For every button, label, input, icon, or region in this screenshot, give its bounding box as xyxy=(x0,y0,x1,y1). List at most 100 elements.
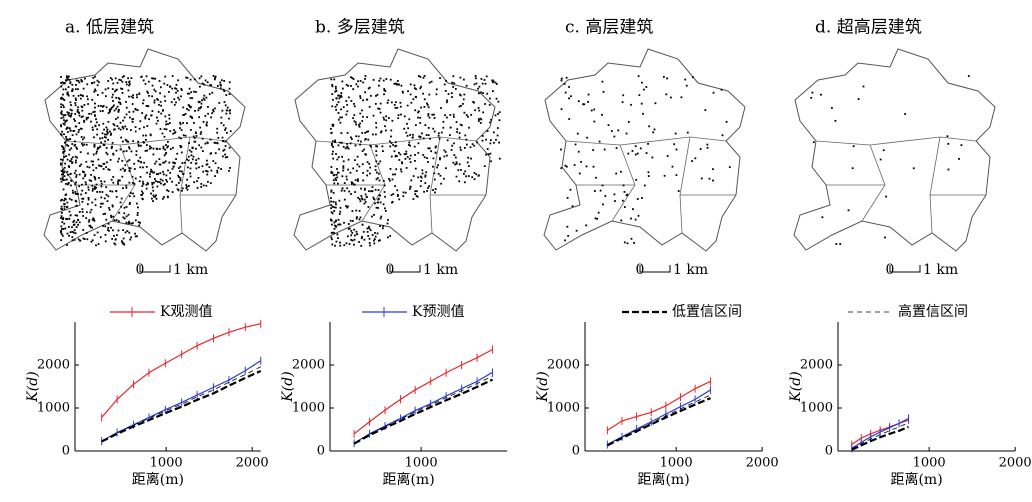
x-tick-label: 2000 xyxy=(999,456,1032,471)
map-dot xyxy=(330,238,333,241)
series-line xyxy=(101,370,262,443)
map-dot xyxy=(119,179,121,182)
map-dot xyxy=(75,125,78,128)
map-dot xyxy=(379,102,382,105)
map-dot xyxy=(382,179,385,182)
map-dot xyxy=(141,198,144,201)
map-dot xyxy=(364,91,366,94)
map-dot xyxy=(674,132,677,135)
map-dot xyxy=(90,180,93,182)
map-dot xyxy=(397,117,400,120)
map-dot xyxy=(201,165,204,168)
map-dot xyxy=(182,122,184,124)
map-dot xyxy=(222,124,225,127)
map-dot xyxy=(350,182,353,185)
map-dot xyxy=(146,125,149,127)
map-dot xyxy=(95,167,98,169)
map-dot xyxy=(390,194,393,197)
map-dot xyxy=(485,153,487,156)
map-dot xyxy=(343,182,346,184)
map-dot xyxy=(387,219,389,221)
map-dot xyxy=(66,218,69,220)
map-dot xyxy=(354,144,357,147)
map-dot xyxy=(62,148,65,150)
map-dot xyxy=(107,229,109,232)
map-dot xyxy=(346,110,349,113)
map-dot xyxy=(226,109,228,112)
map-dot xyxy=(136,93,138,96)
map-dot xyxy=(198,107,200,110)
map-dot xyxy=(125,186,128,189)
map-dot xyxy=(212,75,215,77)
map-dot xyxy=(577,150,580,153)
map-dot xyxy=(164,152,167,155)
map-dot xyxy=(704,109,707,111)
map-dot xyxy=(482,111,485,114)
map-dot xyxy=(401,91,404,94)
map-dot xyxy=(164,100,167,102)
map-dot xyxy=(451,144,454,147)
map-dot xyxy=(409,83,412,86)
map-dot xyxy=(109,190,112,193)
map-dot xyxy=(468,126,470,129)
map-dot xyxy=(145,75,148,78)
map-dot xyxy=(206,173,209,176)
map-dot xyxy=(374,235,377,238)
map-dot xyxy=(106,128,109,131)
map-dot xyxy=(81,197,84,200)
map-dot xyxy=(166,146,169,149)
map-dot xyxy=(131,118,134,121)
map-dot xyxy=(453,82,456,85)
map-dot xyxy=(490,118,493,121)
map-dot xyxy=(420,106,423,109)
map-dot xyxy=(90,112,93,115)
map-dot xyxy=(219,81,222,84)
map-dot xyxy=(116,88,118,91)
map-dot xyxy=(414,109,417,112)
map-dot xyxy=(385,129,387,132)
map-dot xyxy=(367,235,370,237)
map-dot xyxy=(636,198,639,200)
map-dot xyxy=(65,120,67,122)
map-dot xyxy=(456,131,458,133)
map-dot xyxy=(173,103,176,106)
map-dot xyxy=(108,108,111,111)
map-dot xyxy=(70,147,73,150)
series-line xyxy=(353,348,493,435)
map-dot xyxy=(347,147,350,150)
map-dot xyxy=(665,93,668,96)
map-dot xyxy=(359,143,361,146)
map-dot xyxy=(568,118,571,120)
map-dot xyxy=(495,97,498,100)
map-dot xyxy=(179,144,182,147)
map-dot xyxy=(212,108,214,111)
map-dot xyxy=(105,166,107,169)
map-dot xyxy=(164,148,167,151)
map-dot xyxy=(107,132,109,134)
map-dot xyxy=(60,106,63,108)
map-dot xyxy=(150,114,153,117)
map-dot xyxy=(133,168,136,170)
legend-label: 高置信区间 xyxy=(898,303,968,320)
map-dot xyxy=(450,92,453,95)
map-dot xyxy=(560,108,563,111)
map-dot xyxy=(125,221,128,224)
map-title: c. 高层建筑 xyxy=(565,18,653,38)
map-dot xyxy=(205,124,208,127)
map-dot xyxy=(99,145,102,148)
map-dot xyxy=(330,207,332,210)
map-dot xyxy=(492,141,495,144)
map-dot xyxy=(637,214,640,217)
map-dot xyxy=(360,244,363,247)
map-dot xyxy=(105,193,108,196)
map-dot xyxy=(369,244,371,247)
map-dot xyxy=(78,114,81,117)
map-dot xyxy=(94,178,97,181)
map-dot xyxy=(333,78,336,81)
map-dot xyxy=(128,95,130,98)
map-dot xyxy=(202,150,204,152)
map-dot xyxy=(353,238,356,241)
map-dot xyxy=(177,96,179,99)
map-dot xyxy=(139,144,142,147)
map-dot xyxy=(454,87,457,90)
